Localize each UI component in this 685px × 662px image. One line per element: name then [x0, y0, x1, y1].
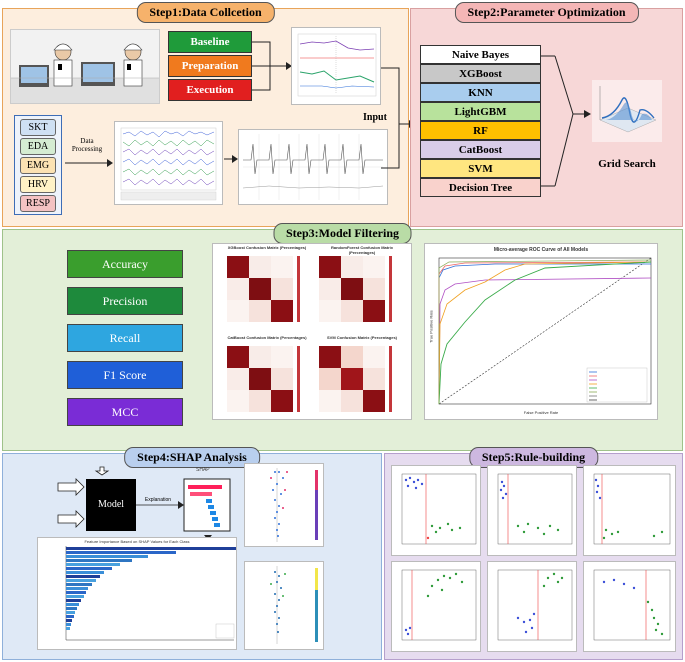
workers-illustration	[10, 29, 160, 104]
clean-signal-plot	[238, 129, 388, 205]
signal-hrv: HRV	[20, 176, 56, 193]
step1-title: Step1:Data Collcetion	[136, 2, 275, 23]
metric-mcc: MCC	[67, 398, 183, 426]
shap-diagram: Model Explanation SHAP	[56, 319, 236, 540]
confusion-title-svm: SVM Confusion Matrix (Percentages)	[326, 335, 397, 340]
model-naive-bayes: Naive Bayes	[420, 45, 541, 64]
model-decision-tree: Decision Tree	[420, 178, 541, 197]
raw-to-clean-arrow	[224, 155, 238, 163]
rule-scatter-5	[487, 561, 577, 652]
phase-arrow	[252, 41, 292, 91]
model-catboost: CatBoost	[420, 140, 541, 159]
step2-title: Step2:Parameter Optimization	[454, 2, 639, 23]
model-knn: KNN	[420, 83, 541, 102]
signal-eda: EDA	[20, 138, 56, 155]
feature-importance-chart: Feature Importance Based on SHAP Values …	[37, 537, 237, 650]
phase-signal-plot	[291, 27, 381, 105]
shap-logo-label: SHAP	[196, 467, 210, 473]
model-svm: SVM	[420, 159, 541, 178]
explanation-label: Explanation	[144, 497, 172, 503]
model-lightgbm: LightGBM	[420, 102, 541, 121]
roc-title: Micro-average ROC Curve of All Models	[493, 247, 589, 253]
model-rf: RF	[420, 121, 541, 140]
metric-accuracy: Accuracy	[67, 250, 183, 278]
step4-title: Step4:SHAP Analysis	[124, 447, 260, 468]
processing-label: Data Processing	[71, 137, 103, 153]
model-label: Model	[97, 499, 125, 510]
rule-scatter-1	[391, 465, 481, 556]
signal-skt: SKT	[20, 119, 56, 136]
step3-title: Step3:Model Filtering	[273, 223, 412, 244]
processing-arrow	[65, 159, 113, 167]
rule-scatter-3	[583, 465, 676, 556]
models-arrow	[541, 55, 591, 187]
phase-baseline: Baseline	[168, 31, 252, 53]
roc-xlabel: False Positive Rate	[523, 410, 559, 415]
confusion-matrix-xgboost	[227, 256, 300, 322]
metric-recall: Recall	[67, 324, 183, 352]
roc-curve-panel: Micro-average ROC Curve of All Models Fa…	[424, 243, 658, 420]
signal-emg: EMG	[20, 157, 56, 174]
confusion-matrix-catboost	[227, 346, 300, 412]
phase-execution: Execution	[168, 79, 252, 101]
model-xgboost: XGBoost	[420, 64, 541, 83]
feature-importance-title: Feature Importance Based on SHAP Values …	[84, 539, 190, 544]
input-label: Input	[363, 112, 387, 123]
phase-preparation: Preparation	[168, 55, 252, 77]
raw-signal-plot	[114, 121, 223, 205]
shap-beeswarm-bottom	[244, 561, 324, 650]
confusion-title-catboost: CatBoost Confusion Matrix (Percentages)	[227, 335, 307, 340]
confusion-title-randomforest: RandomForest Confusion Matrix (Percentag…	[330, 245, 393, 255]
rule-scatter-4	[391, 561, 481, 652]
step5-title: Step5:Rule-building	[468, 447, 599, 468]
step1-panel: Step1:Data Collcetion Baseline Preparati…	[2, 2, 415, 227]
confusion-title-xgboost: XGBoost Confusion Matrix (Percentages)	[227, 245, 307, 250]
shap-beeswarm-top	[244, 463, 324, 547]
confusion-matrix-randomforest	[319, 256, 392, 322]
roc-ylabel: True Positive Rate	[428, 310, 434, 343]
grid-search-label: Grid Search	[598, 158, 656, 170]
rule-scatter-6	[583, 561, 676, 652]
confusion-matrices-panel: XGBoost Confusion Matrix (Percentages) R…	[212, 243, 412, 420]
metric-f1-score: F1 Score	[67, 361, 183, 389]
signal-resp: RESP	[20, 195, 56, 212]
confusion-matrix-svm	[319, 346, 392, 412]
metric-precision: Precision	[67, 287, 183, 315]
grid-search-surface	[592, 80, 662, 142]
rule-scatter-2	[487, 465, 577, 556]
